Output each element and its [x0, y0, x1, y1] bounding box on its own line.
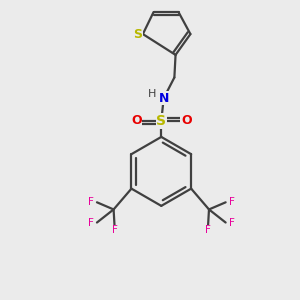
Text: S: S [134, 28, 142, 40]
Text: F: F [88, 218, 94, 227]
Text: F: F [229, 218, 235, 227]
Text: F: F [88, 197, 94, 207]
Text: F: F [112, 225, 118, 235]
Text: N: N [158, 92, 169, 105]
Text: H: H [148, 89, 156, 99]
Text: S: S [156, 114, 166, 128]
Text: F: F [229, 197, 235, 207]
Text: F: F [205, 225, 211, 235]
Text: O: O [131, 114, 142, 128]
Text: O: O [181, 114, 192, 128]
